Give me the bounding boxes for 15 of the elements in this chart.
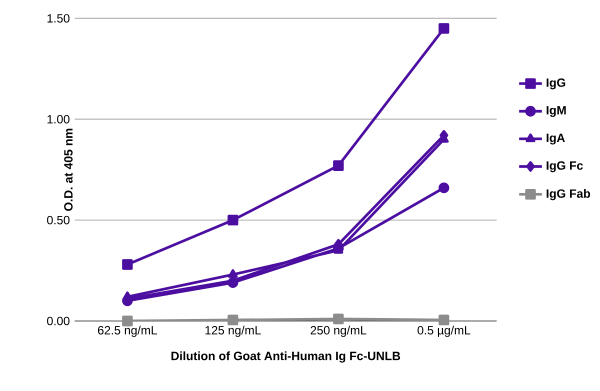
legend-label: IgA <box>546 134 565 145</box>
y-tick-label: 0.50 <box>47 216 70 224</box>
x-axis-title: Dilution of Goat Anti-Human Ig Fc-UNLB <box>171 351 400 363</box>
x-tick-label: 125 ng/mL <box>205 326 261 337</box>
x-tick-label: 62.5 ng/mL <box>98 326 158 337</box>
y-tick-label: 0.00 <box>47 316 70 326</box>
x-tick-label: 250 ng/mL <box>310 326 366 337</box>
legend-label: IgG Fab <box>546 189 590 200</box>
legend-label: IgG Fc <box>546 161 583 172</box>
y-tick-label: 1.00 <box>48 114 70 124</box>
y-tick-label: 1.50 <box>48 14 70 23</box>
y-axis-title: O.D. at 405 nm <box>64 128 73 211</box>
x-tick-label: 0.5 µg/mL <box>418 326 470 337</box>
legend-label: IgG <box>546 78 566 90</box>
legend-label: IgM <box>546 106 566 117</box>
